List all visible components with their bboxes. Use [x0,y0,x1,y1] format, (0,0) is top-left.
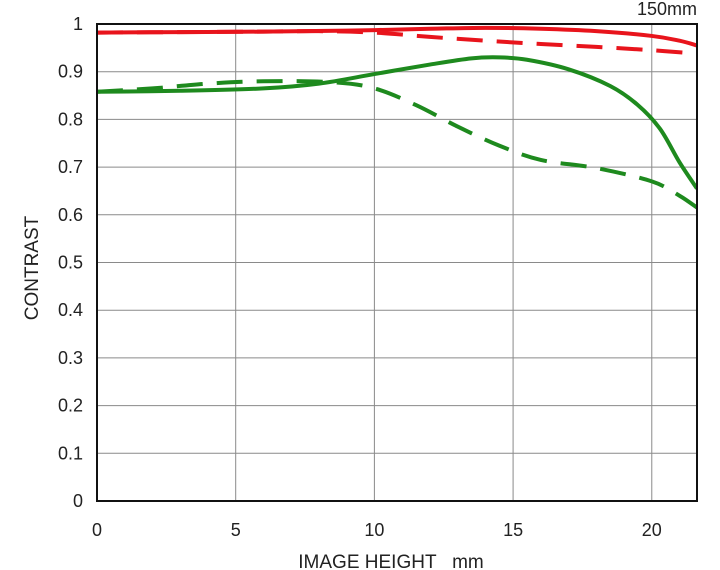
y-tick-label: 0.4 [58,300,83,320]
solid-series-line [97,55,697,190]
x-tick-label: 10 [364,520,384,540]
x-tick-label: 0 [92,520,102,540]
y-axis-title: CONTRAST [22,215,43,320]
series-group [97,25,697,210]
x-axis-title: IMAGE HEIGHT mm [298,552,483,570]
x-tick-label: 15 [503,520,523,540]
x-tick-label: 20 [642,520,662,540]
y-tick-label: 0.1 [58,443,83,463]
y-tick-label: 0.8 [58,109,83,129]
y-tick-label: 1 [73,14,83,34]
y-tick-label: 0.6 [58,205,83,225]
y-tick-label: 0.9 [58,62,83,82]
y-tick-label: 0.3 [58,348,83,368]
y-tick-label: 0.5 [58,253,83,273]
tick-labels: 00.10.20.30.40.50.60.70.80.910 5 10 15 20 [58,14,662,540]
dashed-series-line [97,79,697,210]
x-tick-label: 5 [231,520,241,540]
focal-length-label: 150mm [637,0,697,19]
y-tick-label: 0.7 [58,157,83,177]
plot-frame [96,23,698,502]
y-tick-label: 0.2 [58,396,83,416]
y-tick-label: 0 [73,491,83,511]
dashed-series-line [97,29,697,56]
